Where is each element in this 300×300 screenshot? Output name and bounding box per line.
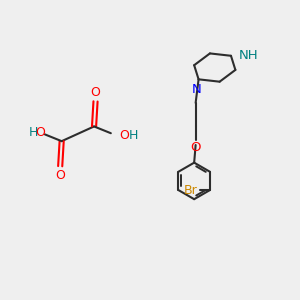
Text: N: N bbox=[191, 83, 201, 96]
Text: Br: Br bbox=[184, 184, 197, 196]
Text: O: O bbox=[91, 86, 100, 99]
Text: H: H bbox=[29, 126, 38, 139]
Text: H: H bbox=[128, 129, 138, 142]
Text: O: O bbox=[35, 126, 45, 139]
Text: O: O bbox=[55, 169, 65, 182]
Text: NH: NH bbox=[239, 49, 259, 62]
Text: O: O bbox=[120, 129, 130, 142]
Text: O: O bbox=[190, 141, 201, 154]
